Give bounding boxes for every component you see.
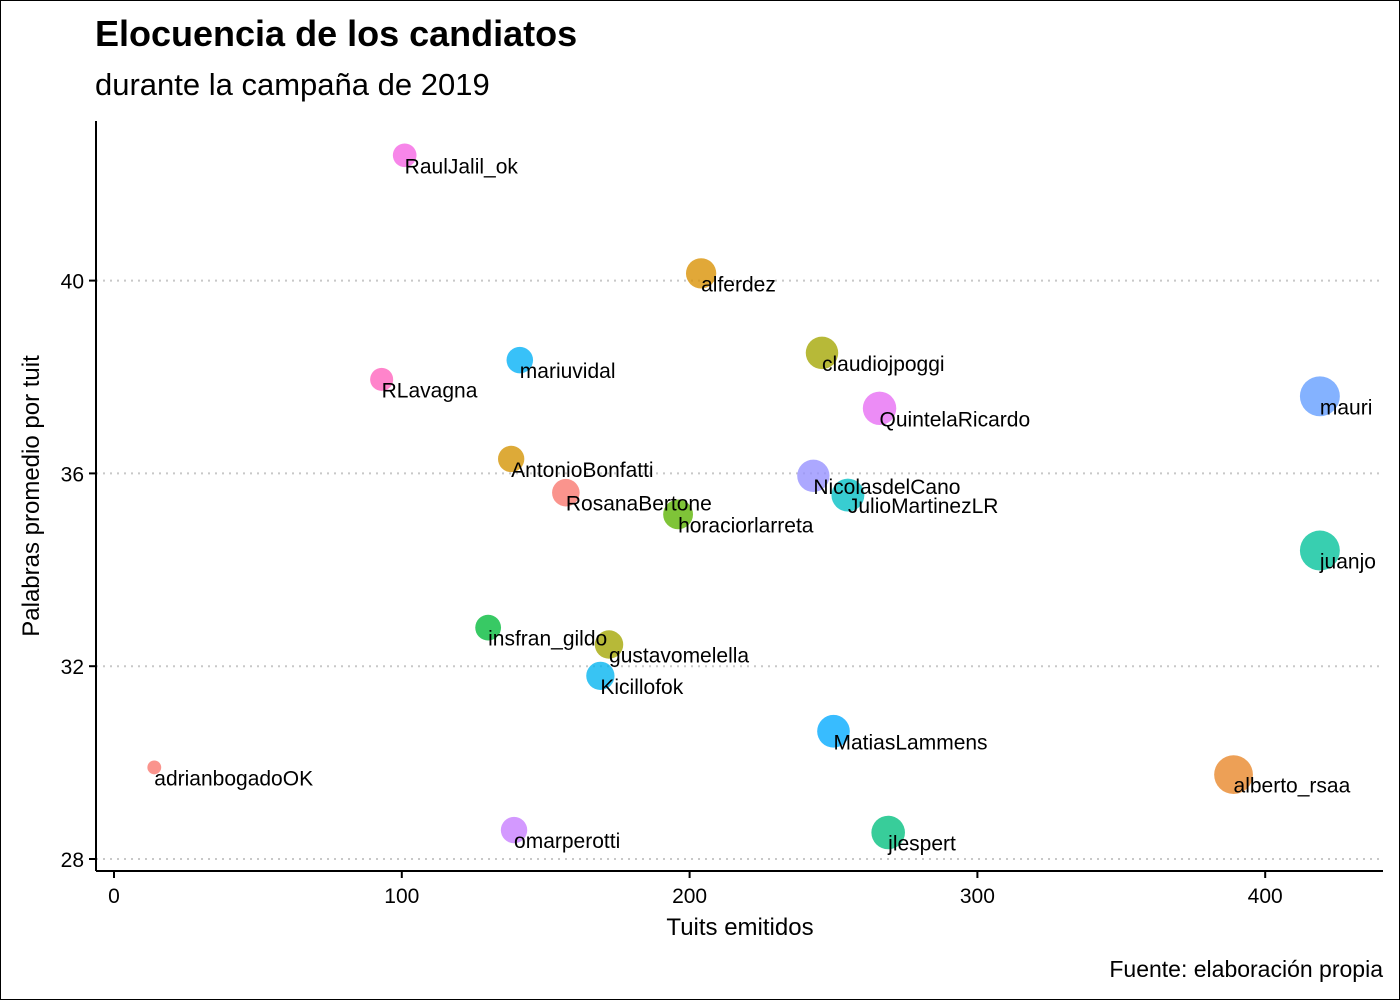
point-label-adrianbogadoOK: adrianbogadoOK: [154, 767, 313, 790]
point-AntonioBonfatti: [498, 445, 525, 473]
point-jlespert: [871, 815, 905, 850]
point-insfran_gildo: [475, 614, 502, 641]
y-tick-label-40: 40: [61, 271, 84, 294]
point-NicolasdelCano: [797, 459, 830, 492]
point-label-mariuvidal: mariuvidal: [520, 360, 616, 383]
axes: [95, 121, 1383, 872]
point-juanjo: [1299, 530, 1340, 571]
point-label-gustavomelella: gustavomelella: [609, 645, 749, 668]
point-Kicillofok: [586, 661, 615, 690]
point-claudiojpoggi: [805, 336, 839, 370]
x-tick-label-100: 100: [384, 885, 419, 908]
point-RosanaBertone: [552, 478, 580, 507]
point-label-QuintelaRicardo: QuintelaRicardo: [880, 408, 1031, 431]
chart-caption: Fuente: elaboración propia: [1109, 956, 1383, 982]
point-QuintelaRicardo: [862, 391, 897, 426]
point-label-insfran_gildo: insfran_gildo: [488, 628, 607, 651]
point-label-JulioMartinezLR: JulioMartinezLR: [848, 495, 999, 518]
gridlines: [96, 279, 1383, 860]
y-tick-label-28: 28: [61, 849, 84, 872]
x-tick-label-200: 200: [672, 885, 707, 908]
data-points: [147, 143, 1340, 850]
chart-subtitle: durante la campaña de 2019: [95, 67, 490, 102]
point-label-NicolasdelCano: NicolasdelCano: [813, 476, 960, 499]
point-label-AntonioBonfatti: AntonioBonfatti: [511, 459, 653, 482]
x-axis-label: Tuits emitidos: [666, 914, 813, 941]
point-label-RosanaBertone: RosanaBertone: [566, 493, 712, 516]
point-label-Kicillofok: Kicillofok: [600, 676, 683, 699]
point-label-claudiojpoggi: claudiojpoggi: [822, 353, 945, 376]
point-horaciorlarreta: [663, 499, 694, 530]
point-alferdez: [685, 258, 717, 289]
point-mariuvidal: [506, 346, 534, 374]
point-label-RaulJalil_ok: RaulJalil_ok: [405, 155, 519, 178]
point-gustavomelella: [594, 630, 624, 659]
point-RaulJalil_ok: [392, 143, 417, 168]
point-JulioMartinezLR: [831, 478, 865, 512]
x-tick-label-400: 400: [1248, 885, 1283, 908]
chart-title: Elocuencia de los candiatos: [95, 13, 578, 54]
point-RLavagna: [370, 367, 394, 391]
point-labels: RaulJalil_ok alferdez claudiojpoggi mariuvi…: [154, 155, 1376, 855]
x-tick-label-0: 0: [108, 885, 120, 908]
point-label-RLavagna: RLavagna: [382, 379, 478, 402]
point-omarperotti: [500, 816, 528, 844]
point-alberto_rsaa: [1214, 755, 1253, 795]
x-tick-label-300: 300: [960, 885, 995, 908]
point-label-MatiasLammens: MatiasLammens: [834, 731, 988, 754]
point-label-juanjo: juanjo: [1319, 551, 1376, 574]
point-adrianbogadoOK: [147, 760, 162, 775]
point-label-alberto_rsaa: alberto_rsaa: [1234, 775, 1351, 798]
y-tick-label-32: 32: [61, 656, 84, 679]
point-label-jlespert: jlespert: [887, 832, 956, 855]
point-mauri: [1299, 376, 1340, 417]
y-axis-label: Palabras promedio por tuit: [18, 355, 45, 637]
point-label-omarperotti: omarperotti: [514, 830, 620, 853]
point-MatiasLammens: [817, 714, 850, 748]
point-label-alferdez: alferdez: [701, 273, 776, 296]
point-label-mauri: mauri: [1320, 396, 1373, 419]
y-tick-label-36: 36: [61, 463, 84, 486]
point-label-horaciorlarreta: horaciorlarreta: [678, 514, 814, 537]
